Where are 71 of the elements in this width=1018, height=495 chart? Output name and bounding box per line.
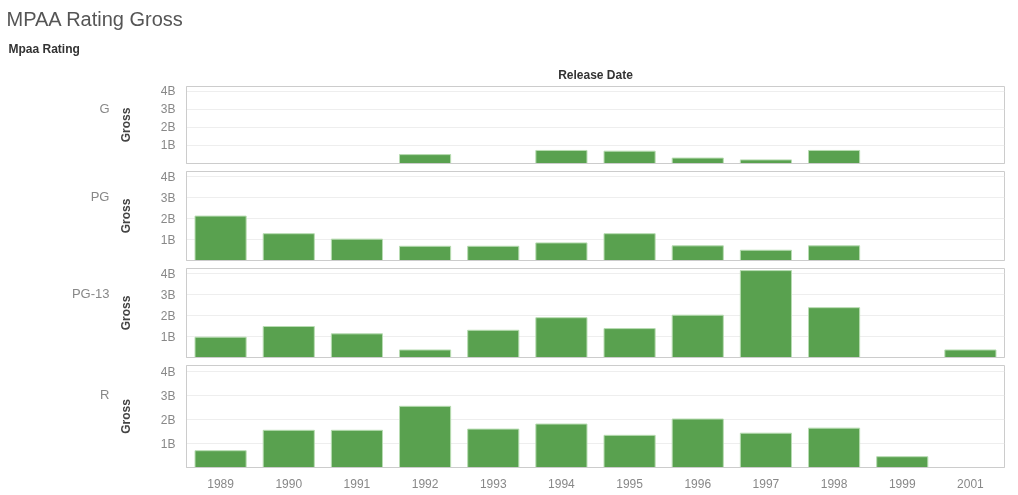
x-tick-label: 1993 [479, 476, 507, 491]
y-axis-title: Gross [118, 398, 133, 434]
x-tick-label: 1997 [752, 476, 780, 491]
bar [603, 328, 656, 358]
y-tick-label: 2B [160, 412, 176, 427]
x-tick-label: 1990 [275, 476, 303, 491]
bar [194, 336, 247, 358]
bar [808, 245, 861, 261]
x-tick-label: 1989 [207, 476, 235, 491]
y-tick-label: 3B [160, 102, 176, 117]
y-tick-label: 2B [160, 308, 176, 323]
x-tick-label: 1999 [888, 476, 916, 491]
x-tick-label: 1996 [684, 476, 712, 491]
text: R [100, 386, 110, 402]
bar [671, 418, 724, 468]
bar [330, 238, 383, 261]
y-tick-label: 4B [160, 84, 176, 99]
text: PG [90, 188, 110, 204]
y-axis-title: Gross [118, 107, 133, 143]
y-tick-label: 3B [160, 190, 176, 205]
bar [808, 427, 861, 468]
bar [467, 329, 520, 358]
y-tick-label: 4B [160, 364, 176, 379]
bar [603, 233, 656, 261]
bar [467, 428, 520, 468]
y-axis-title: Gross [118, 295, 133, 331]
bar [535, 423, 588, 468]
bar [330, 333, 383, 358]
y-tick-label: 4B [160, 266, 176, 281]
bar [194, 450, 247, 468]
x-axis-title: Release Date [558, 67, 634, 82]
bar [739, 249, 792, 261]
bar [194, 215, 247, 261]
text: PG-13 [71, 285, 110, 301]
y-tick-label: 1B [160, 329, 176, 344]
bar [399, 405, 452, 468]
bar [535, 242, 588, 261]
text: G [99, 100, 110, 116]
bar [603, 434, 656, 468]
bar [876, 456, 929, 468]
y-axis-title: Gross [118, 198, 133, 234]
x-tick-label: 2001 [957, 476, 985, 491]
y-tick-label: 4B [160, 169, 176, 184]
x-tick-label: 1994 [548, 476, 576, 491]
bar [262, 429, 315, 468]
y-tick-label: 1B [160, 232, 176, 247]
x-tick-label: 1991 [343, 476, 371, 491]
bar [671, 245, 724, 261]
x-tick-label: 1998 [820, 476, 848, 491]
bar [535, 317, 588, 358]
y-tick-label: 3B [160, 287, 176, 302]
y-tick-label: 1B [160, 436, 176, 451]
text: Mpaa Rating [8, 41, 80, 56]
bar [467, 245, 520, 261]
bar [671, 314, 724, 358]
bar [739, 270, 792, 358]
y-tick-label: 2B [160, 211, 176, 226]
bar [944, 349, 997, 358]
bar [330, 429, 383, 468]
chart-title: MPAA Rating Gross [6, 7, 183, 30]
bar [808, 307, 861, 358]
y-tick-label: 3B [160, 388, 176, 403]
x-tick-label: 1995 [616, 476, 644, 491]
y-tick-label: 2B [160, 120, 176, 135]
y-tick-label: 1B [160, 138, 176, 153]
bar [399, 245, 452, 261]
x-tick-label: 1992 [411, 476, 439, 491]
bar [262, 233, 315, 261]
bar [739, 432, 792, 468]
bar [262, 326, 315, 358]
bar [399, 349, 452, 358]
